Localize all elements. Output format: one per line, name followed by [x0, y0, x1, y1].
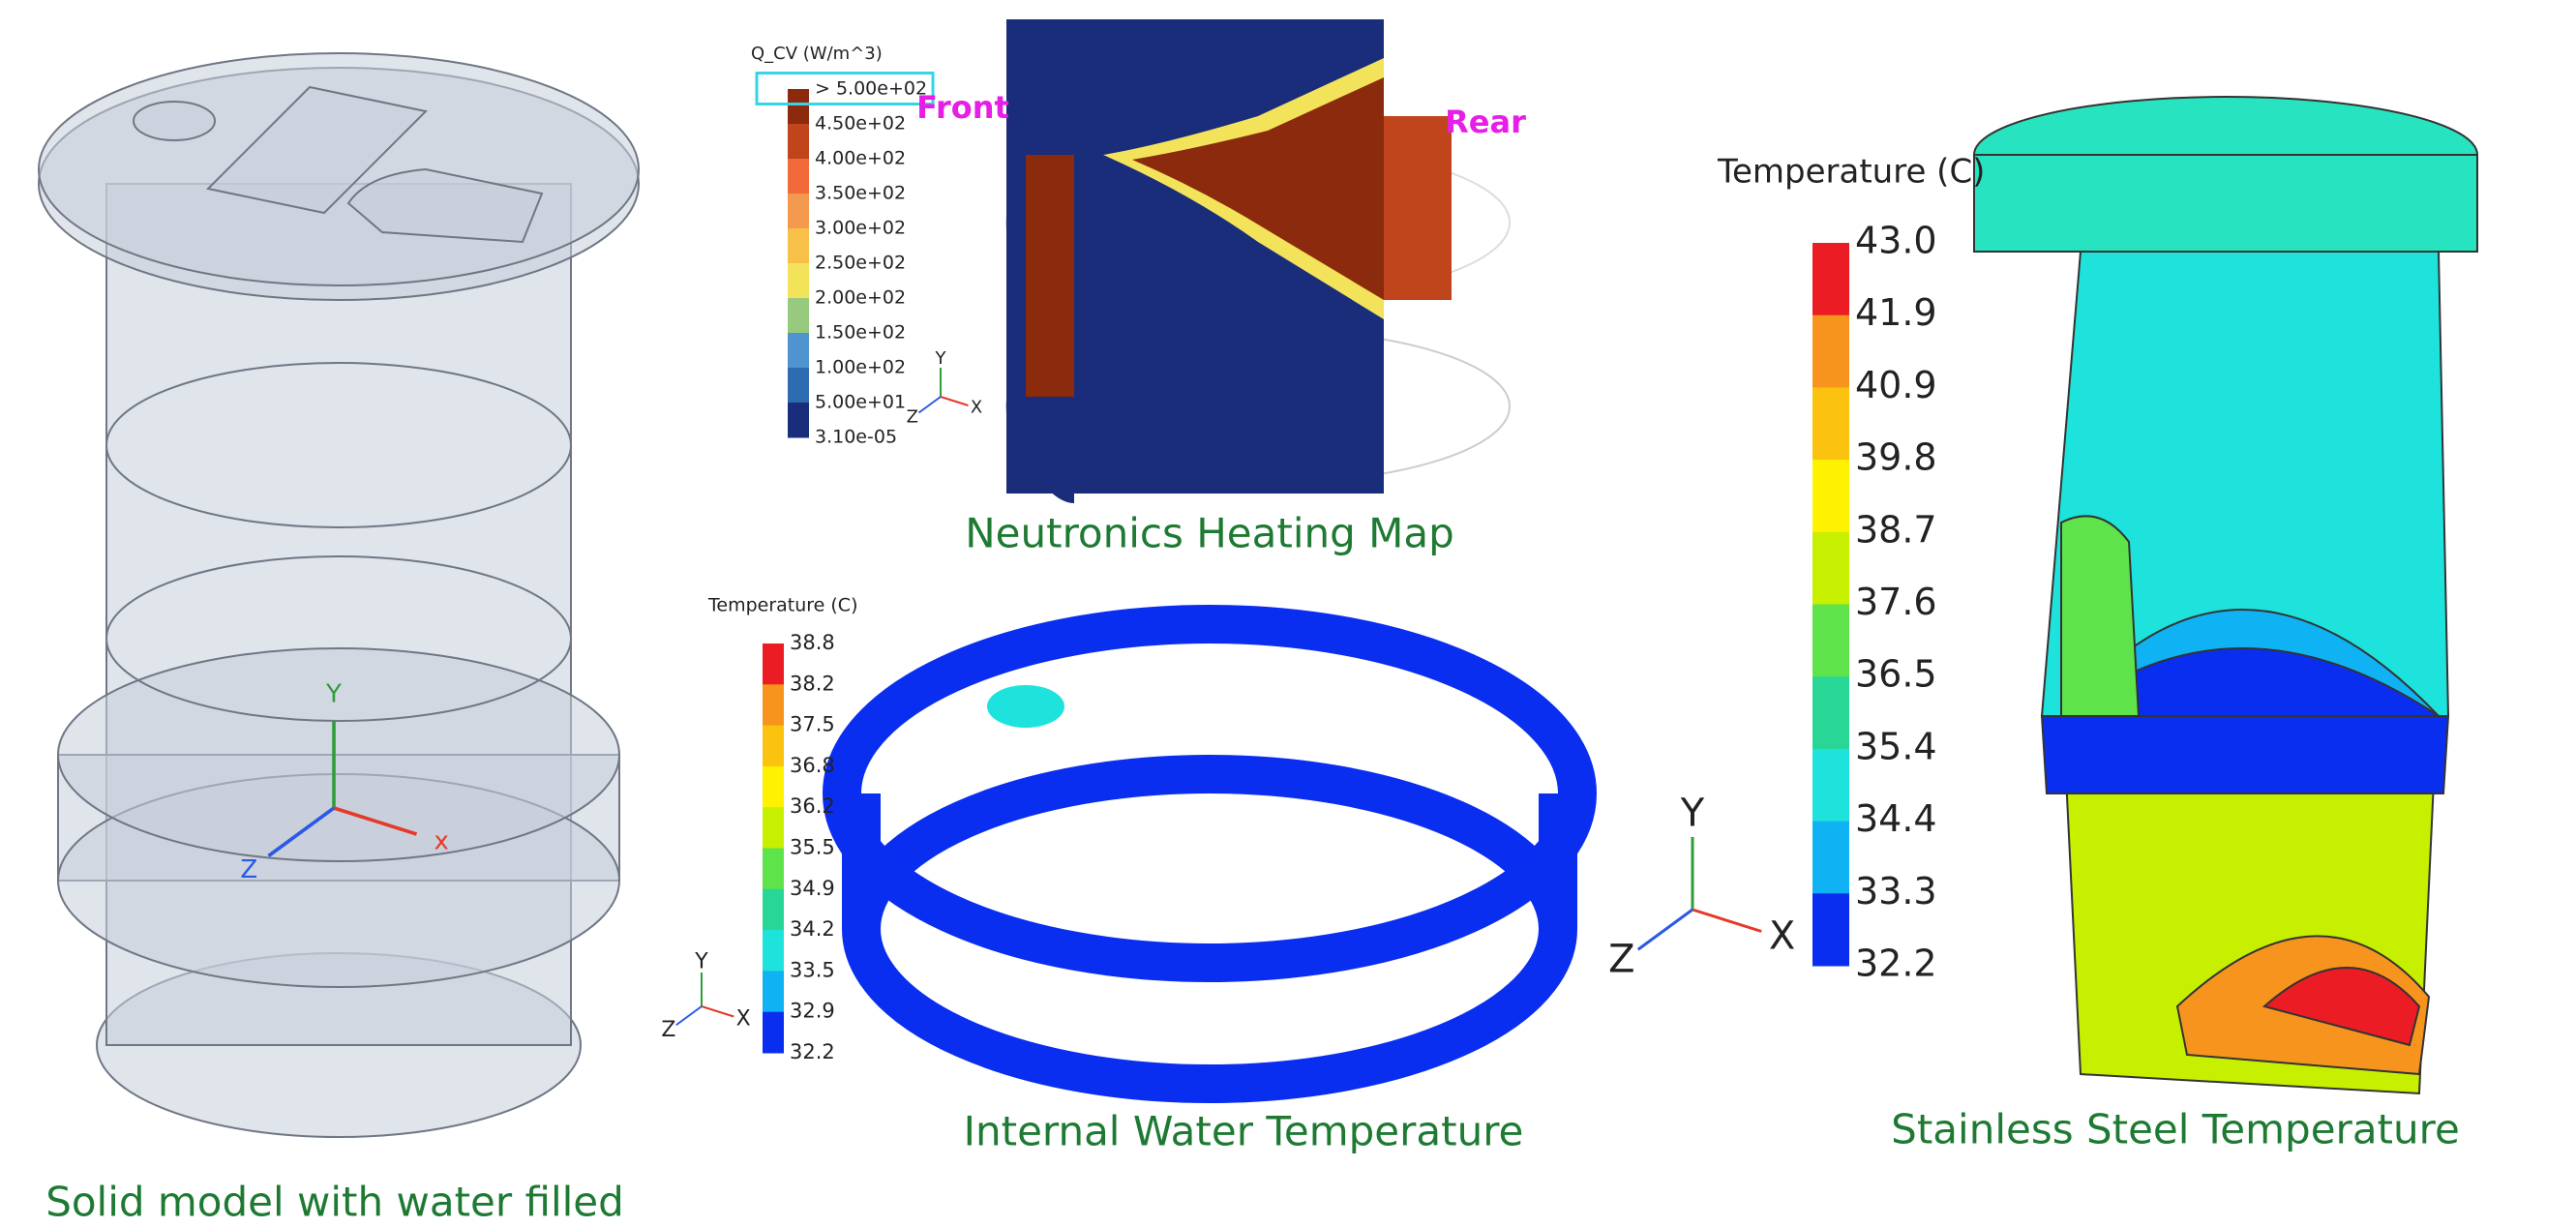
colorbar-label: > 5.00e+02: [815, 78, 927, 100]
neutronics-model: [1006, 19, 1510, 503]
colorbar-label: 4.00e+02: [815, 148, 906, 169]
colorbar-label: 33.3: [1855, 870, 1937, 913]
colorbar-segment: [763, 889, 784, 931]
colorbar-label: 37.6: [1855, 581, 1937, 623]
colorbar-label: 38.7: [1855, 508, 1937, 551]
annotation: Rear: [1445, 104, 1526, 140]
colorbar-segment: [1812, 243, 1849, 315]
axis-arrow: [1692, 910, 1761, 932]
colorbar-label: 39.8: [1855, 436, 1937, 479]
axis-arrow: [941, 397, 969, 405]
colorbar-label: 32.9: [790, 1000, 835, 1023]
axis-label: Y: [935, 348, 947, 369]
colorbar-segment: [763, 849, 784, 890]
colorbar-segment: [788, 263, 809, 299]
figure: Solid model with water filled Yx Z Neutroni…: [0, 0, 2576, 1227]
colorbar-segment: [763, 766, 784, 808]
solid-model: [39, 53, 639, 1137]
colorbar-label: 32.2: [1855, 943, 1937, 985]
legend-title: Q_CV (W/m^3): [751, 44, 883, 64]
axis-label: Y: [694, 950, 708, 974]
axis-label: X: [971, 398, 982, 418]
colorbar-segment: [788, 194, 809, 229]
colorbar-label: 5.00e+01: [815, 392, 906, 413]
legend-title: Temperature (C): [1717, 153, 1985, 192]
colorbar-segment: [1812, 822, 1849, 894]
colorbar-label: 34.9: [790, 877, 835, 900]
colorbar-segment: [1812, 315, 1849, 388]
colorbar-segment: [1812, 387, 1849, 460]
colorbar-segment: [788, 298, 809, 334]
colorbar-segment: [1812, 532, 1849, 605]
colorbar-segment: [763, 971, 784, 1012]
colorbar-label: 38.8: [790, 631, 835, 654]
colorbar-segment: [763, 1012, 784, 1054]
colorbar-label: 35.4: [1855, 725, 1937, 767]
colorbar-label: 3.00e+02: [815, 218, 906, 239]
caption: Solid model with water filled: [45, 1179, 624, 1226]
colorbar-segment: [763, 643, 784, 685]
colorbar-label: 37.5: [790, 713, 835, 736]
colorbar-label: 36.2: [790, 794, 835, 818]
colorbar-label: 2.00e+02: [815, 287, 906, 309]
colorbar-segment: [788, 228, 809, 264]
colorbar-label: 34.2: [790, 917, 835, 941]
colorbar-segment: [788, 333, 809, 369]
axis-label: Y: [1680, 792, 1705, 836]
axis-arrow: [1638, 910, 1692, 949]
colorbar-label: 2.50e+02: [815, 253, 906, 274]
axis-label: Y: [325, 680, 342, 709]
axis-arrow: [919, 397, 942, 413]
colorbar-label: 40.9: [1855, 364, 1937, 406]
colorbar-segment: [763, 807, 784, 849]
axis-label: X: [1769, 913, 1795, 958]
axis-label: x: [434, 827, 448, 856]
colorbar-label: 41.9: [1855, 291, 1937, 334]
colorbar-label: 35.5: [790, 836, 835, 859]
axis-label: X: [736, 1007, 751, 1032]
axis-arrow: [676, 1006, 702, 1025]
colorbar-label: 36.8: [790, 754, 835, 777]
colorbar-label: 3.50e+02: [815, 183, 906, 204]
colorbar-label: 32.2: [790, 1040, 835, 1063]
colorbar-segment: [1812, 893, 1849, 966]
caption: Neutronics Heating Map: [965, 510, 1454, 557]
colorbar-label: 38.2: [790, 672, 835, 695]
colorbar-segment: [1812, 676, 1849, 749]
caption: Internal Water Temperature: [964, 1108, 1524, 1155]
colorbar-segment: [788, 403, 809, 438]
colorbar-label: 1.50e+02: [815, 322, 906, 344]
colorbar-segment: [763, 726, 784, 767]
axis-label: Z: [907, 406, 918, 427]
colorbar-label: 34.4: [1855, 797, 1937, 840]
colorbar-segment: [788, 368, 809, 404]
axis-label: Z: [240, 855, 257, 884]
colorbar-label: 1.00e+02: [815, 357, 906, 378]
colorbar-segment: [1812, 749, 1849, 822]
colorbar-label: 4.50e+02: [815, 113, 906, 135]
colorbar-segment: [1812, 605, 1849, 677]
colorbar-label: 36.5: [1855, 653, 1937, 696]
colorbar-label: 3.10e-05: [815, 427, 897, 448]
colorbar-segment: [788, 124, 809, 160]
caption: Stainless Steel Temperature: [1891, 1106, 2460, 1153]
colorbar-segment: [763, 684, 784, 726]
colorbar-segment: [763, 930, 784, 972]
steel-model: [1974, 97, 2477, 1093]
axis-arrow: [702, 1006, 734, 1017]
axis-label: Z: [1608, 938, 1634, 982]
colorbar-segment: [788, 159, 809, 195]
axis-label: Z: [661, 1018, 675, 1042]
legend-title: Temperature (C): [707, 595, 858, 616]
colorbar-segment: [1812, 460, 1849, 532]
colorbar-label: 43.0: [1855, 220, 1937, 262]
annotation: Front: [916, 89, 1009, 126]
water-ring: [842, 624, 1577, 1084]
colorbar-segment: [788, 89, 809, 125]
colorbar-label: 33.5: [790, 958, 835, 981]
